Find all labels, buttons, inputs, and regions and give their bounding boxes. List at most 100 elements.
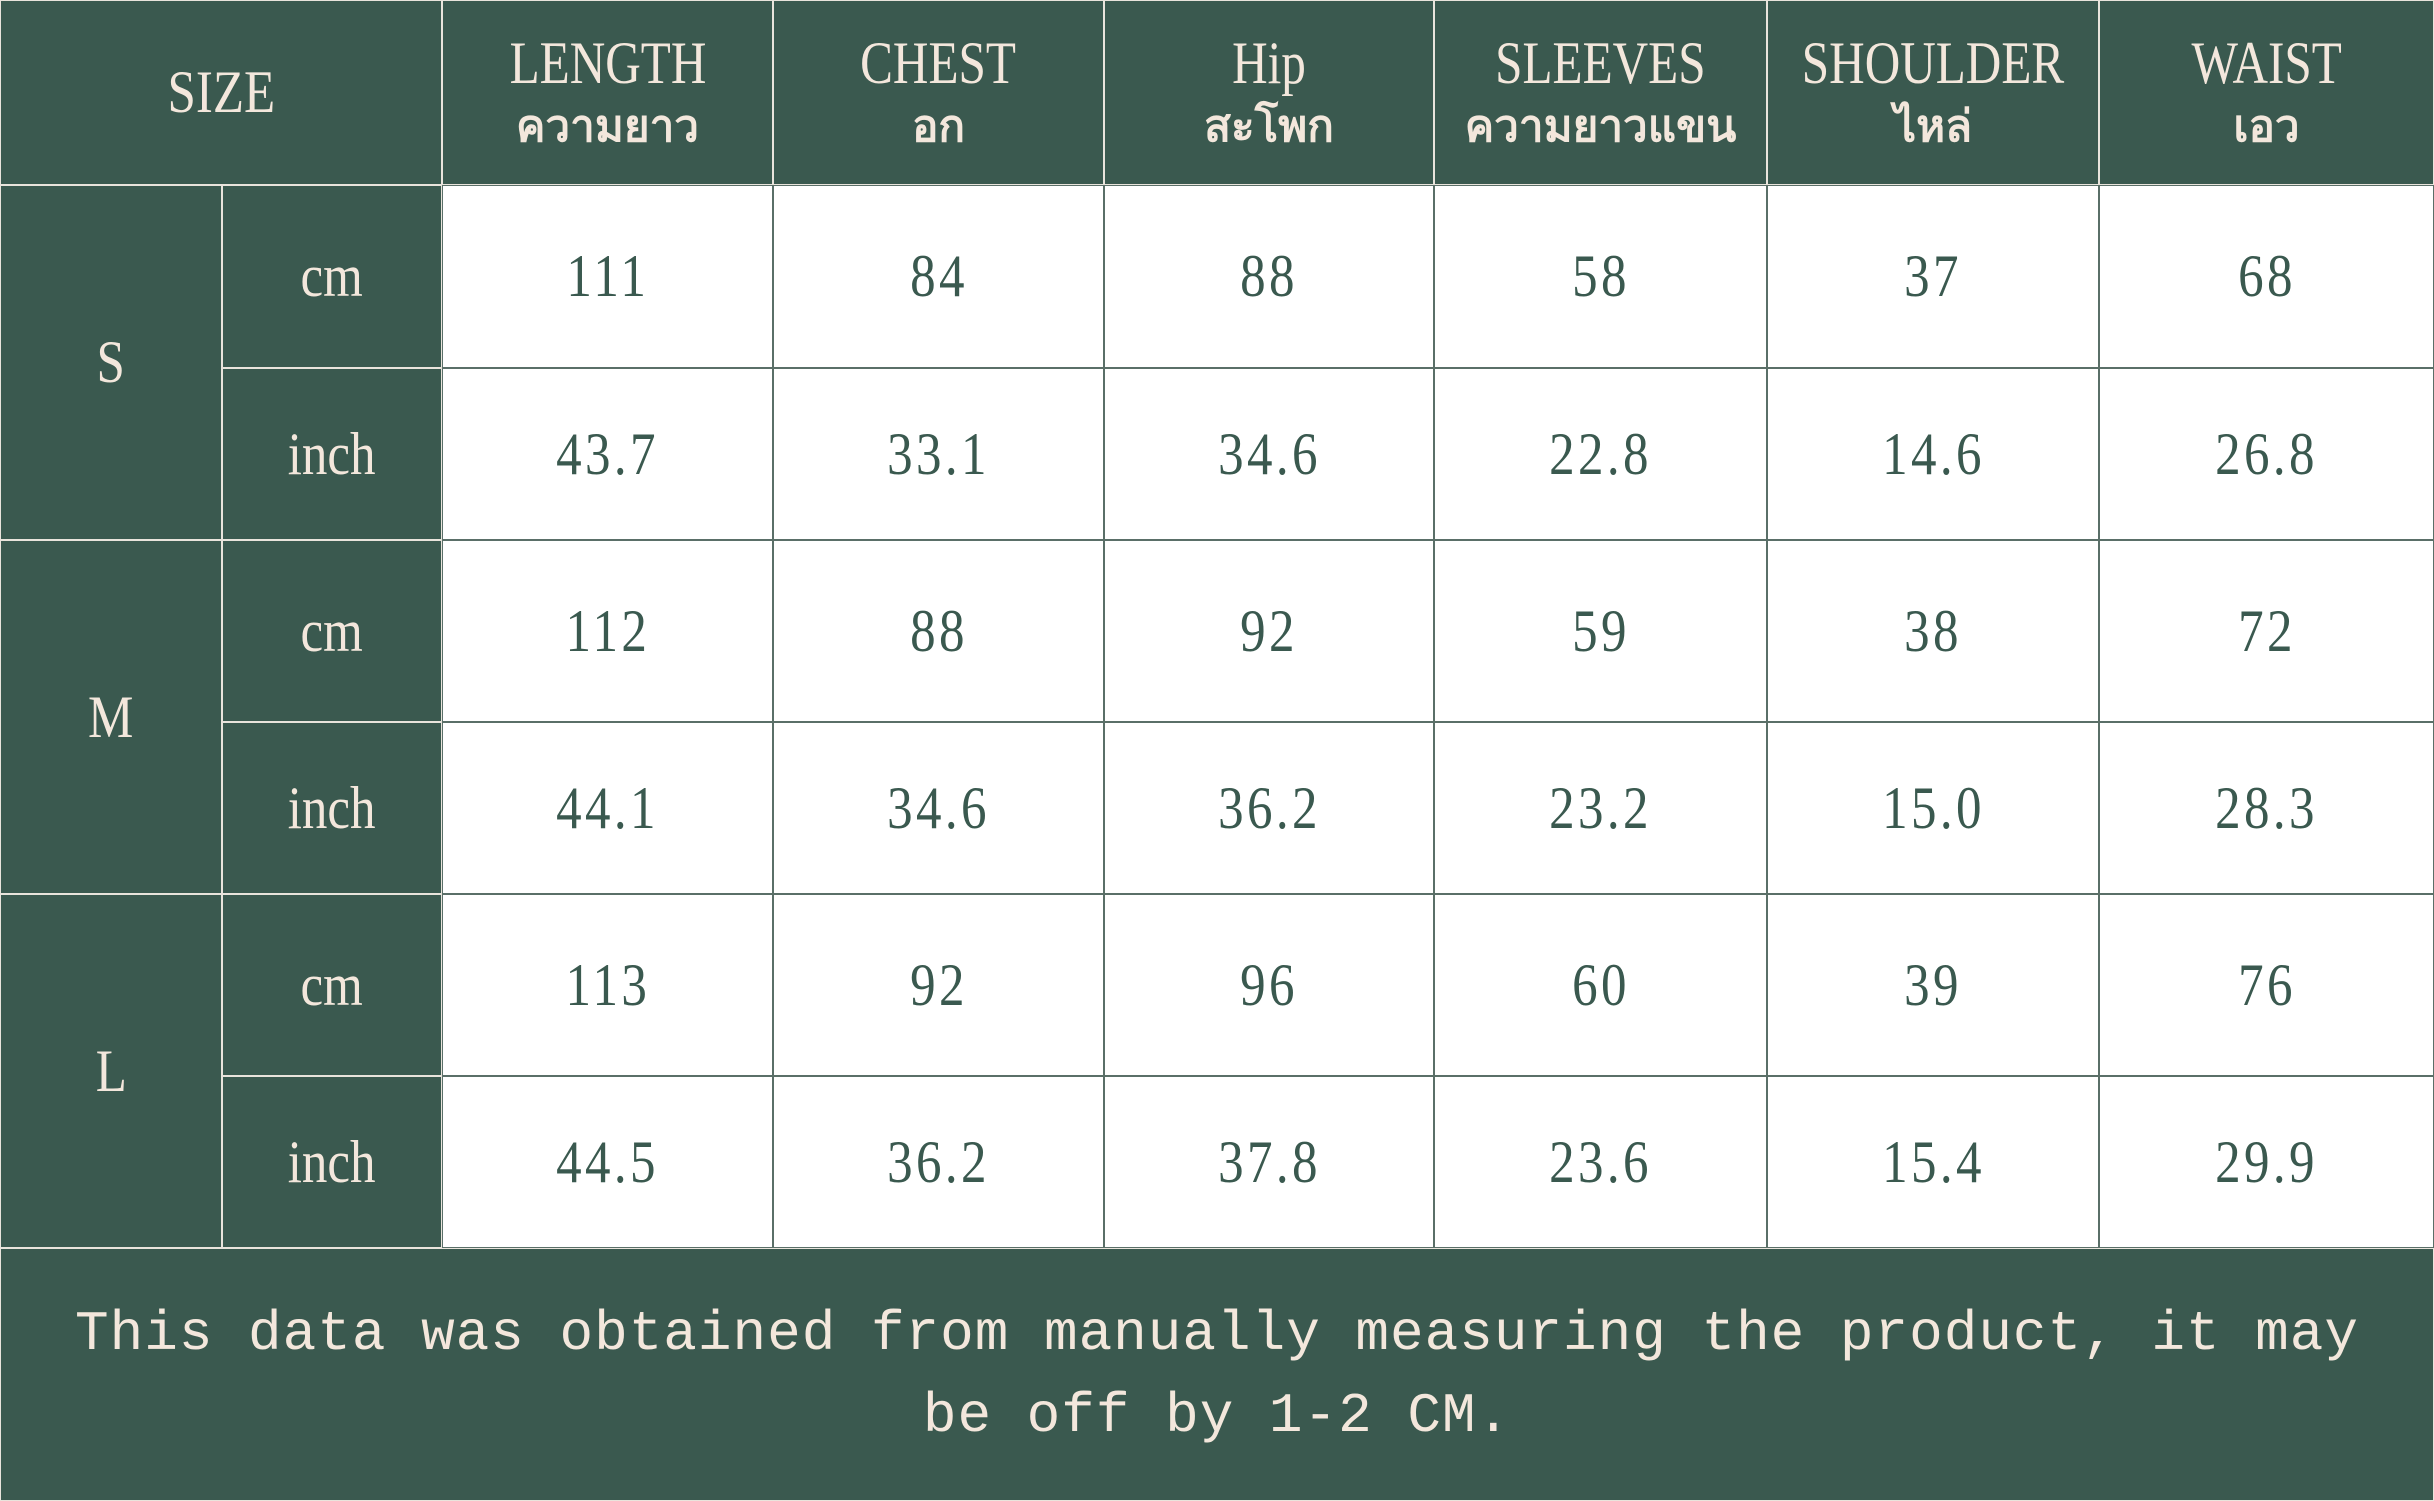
measurement-value: 44.1 [556, 774, 659, 841]
measurement-value: 59 [1571, 597, 1630, 664]
value-cell: 36.2 [1104, 722, 1434, 894]
measurement-value: 15.4 [1881, 1128, 1985, 1195]
measurement-value: 36.2 [887, 1128, 990, 1195]
value-cell: 44.5 [442, 1076, 773, 1248]
column-header-en: LENGTH [509, 30, 706, 97]
unit-label: inch [288, 1128, 376, 1195]
measurement-value: 34.6 [1217, 420, 1321, 487]
column-header-en: Hip [1232, 30, 1306, 97]
value-cell: 72 [2099, 540, 2434, 722]
measurement-value: 39 [1904, 951, 1962, 1018]
value-cell: 36.2 [773, 1076, 1104, 1248]
value-cell: 58 [1434, 185, 1767, 368]
unit-cell: cm [222, 894, 442, 1076]
measurement-value: 36.2 [1217, 774, 1321, 841]
value-cell: 37 [1767, 185, 2099, 368]
measurement-value: 38 [1904, 597, 1962, 664]
measurement-value: 43.7 [556, 420, 659, 487]
measurement-note-text: This data was obtained from manually mea… [75, 1301, 2359, 1448]
value-cell: 60 [1434, 894, 1767, 1076]
measurement-value: 34.6 [887, 774, 990, 841]
measurement-value: 88 [909, 597, 968, 664]
column-header-th: ความยาว [515, 101, 700, 153]
value-cell: 38 [1767, 540, 2099, 722]
size-label-cell: S [0, 185, 222, 540]
value-cell: 76 [2099, 894, 2434, 1076]
value-cell: 111 [442, 185, 773, 368]
measurement-value: 60 [1571, 951, 1630, 1018]
value-cell: 37.8 [1104, 1076, 1434, 1248]
measurement-value: 84 [909, 243, 968, 309]
unit-cell: cm [222, 540, 442, 722]
measurement-value: 37.8 [1217, 1128, 1321, 1195]
value-cell: 43.7 [442, 368, 773, 540]
measurement-value: 26.8 [2215, 420, 2318, 487]
unit-label: cm [300, 597, 364, 664]
column-header: LENGTH ความยาว [442, 0, 773, 185]
value-cell: 15.0 [1767, 722, 2099, 894]
column-header: SLEEVES ความยาวแขน [1434, 0, 1767, 185]
value-cell: 22.8 [1434, 368, 1767, 540]
unit-label: inch [288, 774, 376, 841]
value-cell: 15.4 [1767, 1076, 2099, 1248]
measurement-value: 88 [1240, 243, 1298, 309]
measurement-value: 23.6 [1549, 1128, 1652, 1195]
value-cell: 92 [773, 894, 1104, 1076]
measurement-value: 28.3 [2215, 774, 2318, 841]
column-header-th: เอว [2233, 101, 2300, 153]
value-cell: 26.8 [2099, 368, 2434, 540]
measurement-value: 112 [565, 597, 650, 664]
measurement-value: 44.5 [556, 1128, 659, 1195]
size-header: SIZE [0, 0, 442, 185]
measurement-value: 58 [1571, 243, 1630, 309]
value-cell: 96 [1104, 894, 1434, 1076]
measurement-value: 76 [2237, 951, 2296, 1018]
measurement-value: 111 [566, 243, 649, 309]
size-label: L [95, 1037, 127, 1104]
unit-label: cm [300, 951, 364, 1018]
column-header-en: WAIST [2191, 30, 2342, 97]
value-cell: 39 [1767, 894, 2099, 1076]
measurement-note: This data was obtained from manually mea… [0, 1248, 2434, 1501]
measurement-value: 72 [2237, 597, 2296, 664]
size-label: S [96, 329, 126, 395]
unit-cell: inch [222, 722, 442, 894]
value-cell: 33.1 [773, 368, 1104, 540]
unit-label: cm [300, 243, 364, 309]
unit-label: inch [288, 420, 376, 487]
column-header-th: ความยาวแขน [1464, 101, 1737, 153]
measurement-value: 33.1 [887, 420, 990, 487]
size-label-cell: L [0, 894, 222, 1248]
column-header: CHEST อก [773, 0, 1104, 185]
value-cell: 34.6 [1104, 368, 1434, 540]
column-header: Hip สะโพก [1104, 0, 1434, 185]
value-cell: 44.1 [442, 722, 773, 894]
column-header-en: SLEEVES [1495, 30, 1706, 97]
value-cell: 92 [1104, 540, 1434, 722]
value-cell: 29.9 [2099, 1076, 2434, 1248]
measurement-value: 37 [1904, 243, 1962, 309]
unit-cell: inch [222, 368, 442, 540]
column-header: SHOULDER ไหล่ [1767, 0, 2099, 185]
measurement-value: 92 [909, 951, 968, 1018]
value-cell: 28.3 [2099, 722, 2434, 894]
value-cell: 23.2 [1434, 722, 1767, 894]
value-cell: 34.6 [773, 722, 1104, 894]
measurement-value: 96 [1240, 951, 1298, 1018]
size-label: M [88, 683, 134, 750]
value-cell: 88 [1104, 185, 1434, 368]
value-cell: 68 [2099, 185, 2434, 368]
column-header-th: ไหล่ [1893, 101, 1973, 153]
value-cell: 14.6 [1767, 368, 2099, 540]
value-cell: 113 [442, 894, 773, 1076]
size-header-label: SIZE [167, 59, 275, 125]
measurement-value: 14.6 [1881, 420, 1985, 487]
size-label-cell: M [0, 540, 222, 894]
measurement-value: 68 [2237, 243, 2296, 309]
column-header-en: SHOULDER [1801, 30, 2065, 97]
column-header-th: อก [911, 101, 966, 153]
measurement-value: 29.9 [2215, 1128, 2318, 1195]
measurement-value: 22.8 [1549, 420, 1652, 487]
measurement-value: 23.2 [1549, 774, 1652, 841]
value-cell: 112 [442, 540, 773, 722]
